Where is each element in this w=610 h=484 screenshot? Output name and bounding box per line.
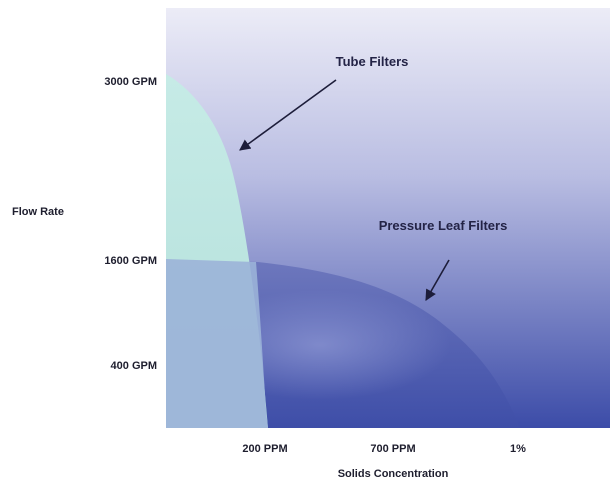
x-tick-label-200ppm: 200 PPM — [242, 443, 287, 455]
overlap-area — [166, 259, 268, 428]
annotation-pressure-leaf-filters: Pressure Leaf Filters — [379, 218, 508, 233]
arrow-pressure-leaf-filters — [425, 259, 450, 301]
y-axis-title: Flow Rate — [12, 206, 64, 218]
arrow-tube-filters — [239, 79, 337, 151]
x-axis-title: Solids Concentration — [338, 468, 449, 480]
y-tick-label-1600: 1600 GPM — [104, 255, 157, 267]
annotation-tube-filters: Tube Filters — [336, 54, 409, 69]
y-tick-label-3000: 3000 GPM — [104, 76, 157, 88]
x-tick-label-700ppm: 700 PPM — [370, 443, 415, 455]
y-tick-label-400: 400 GPM — [111, 360, 157, 372]
x-tick-label-1pct: 1% — [510, 443, 526, 455]
